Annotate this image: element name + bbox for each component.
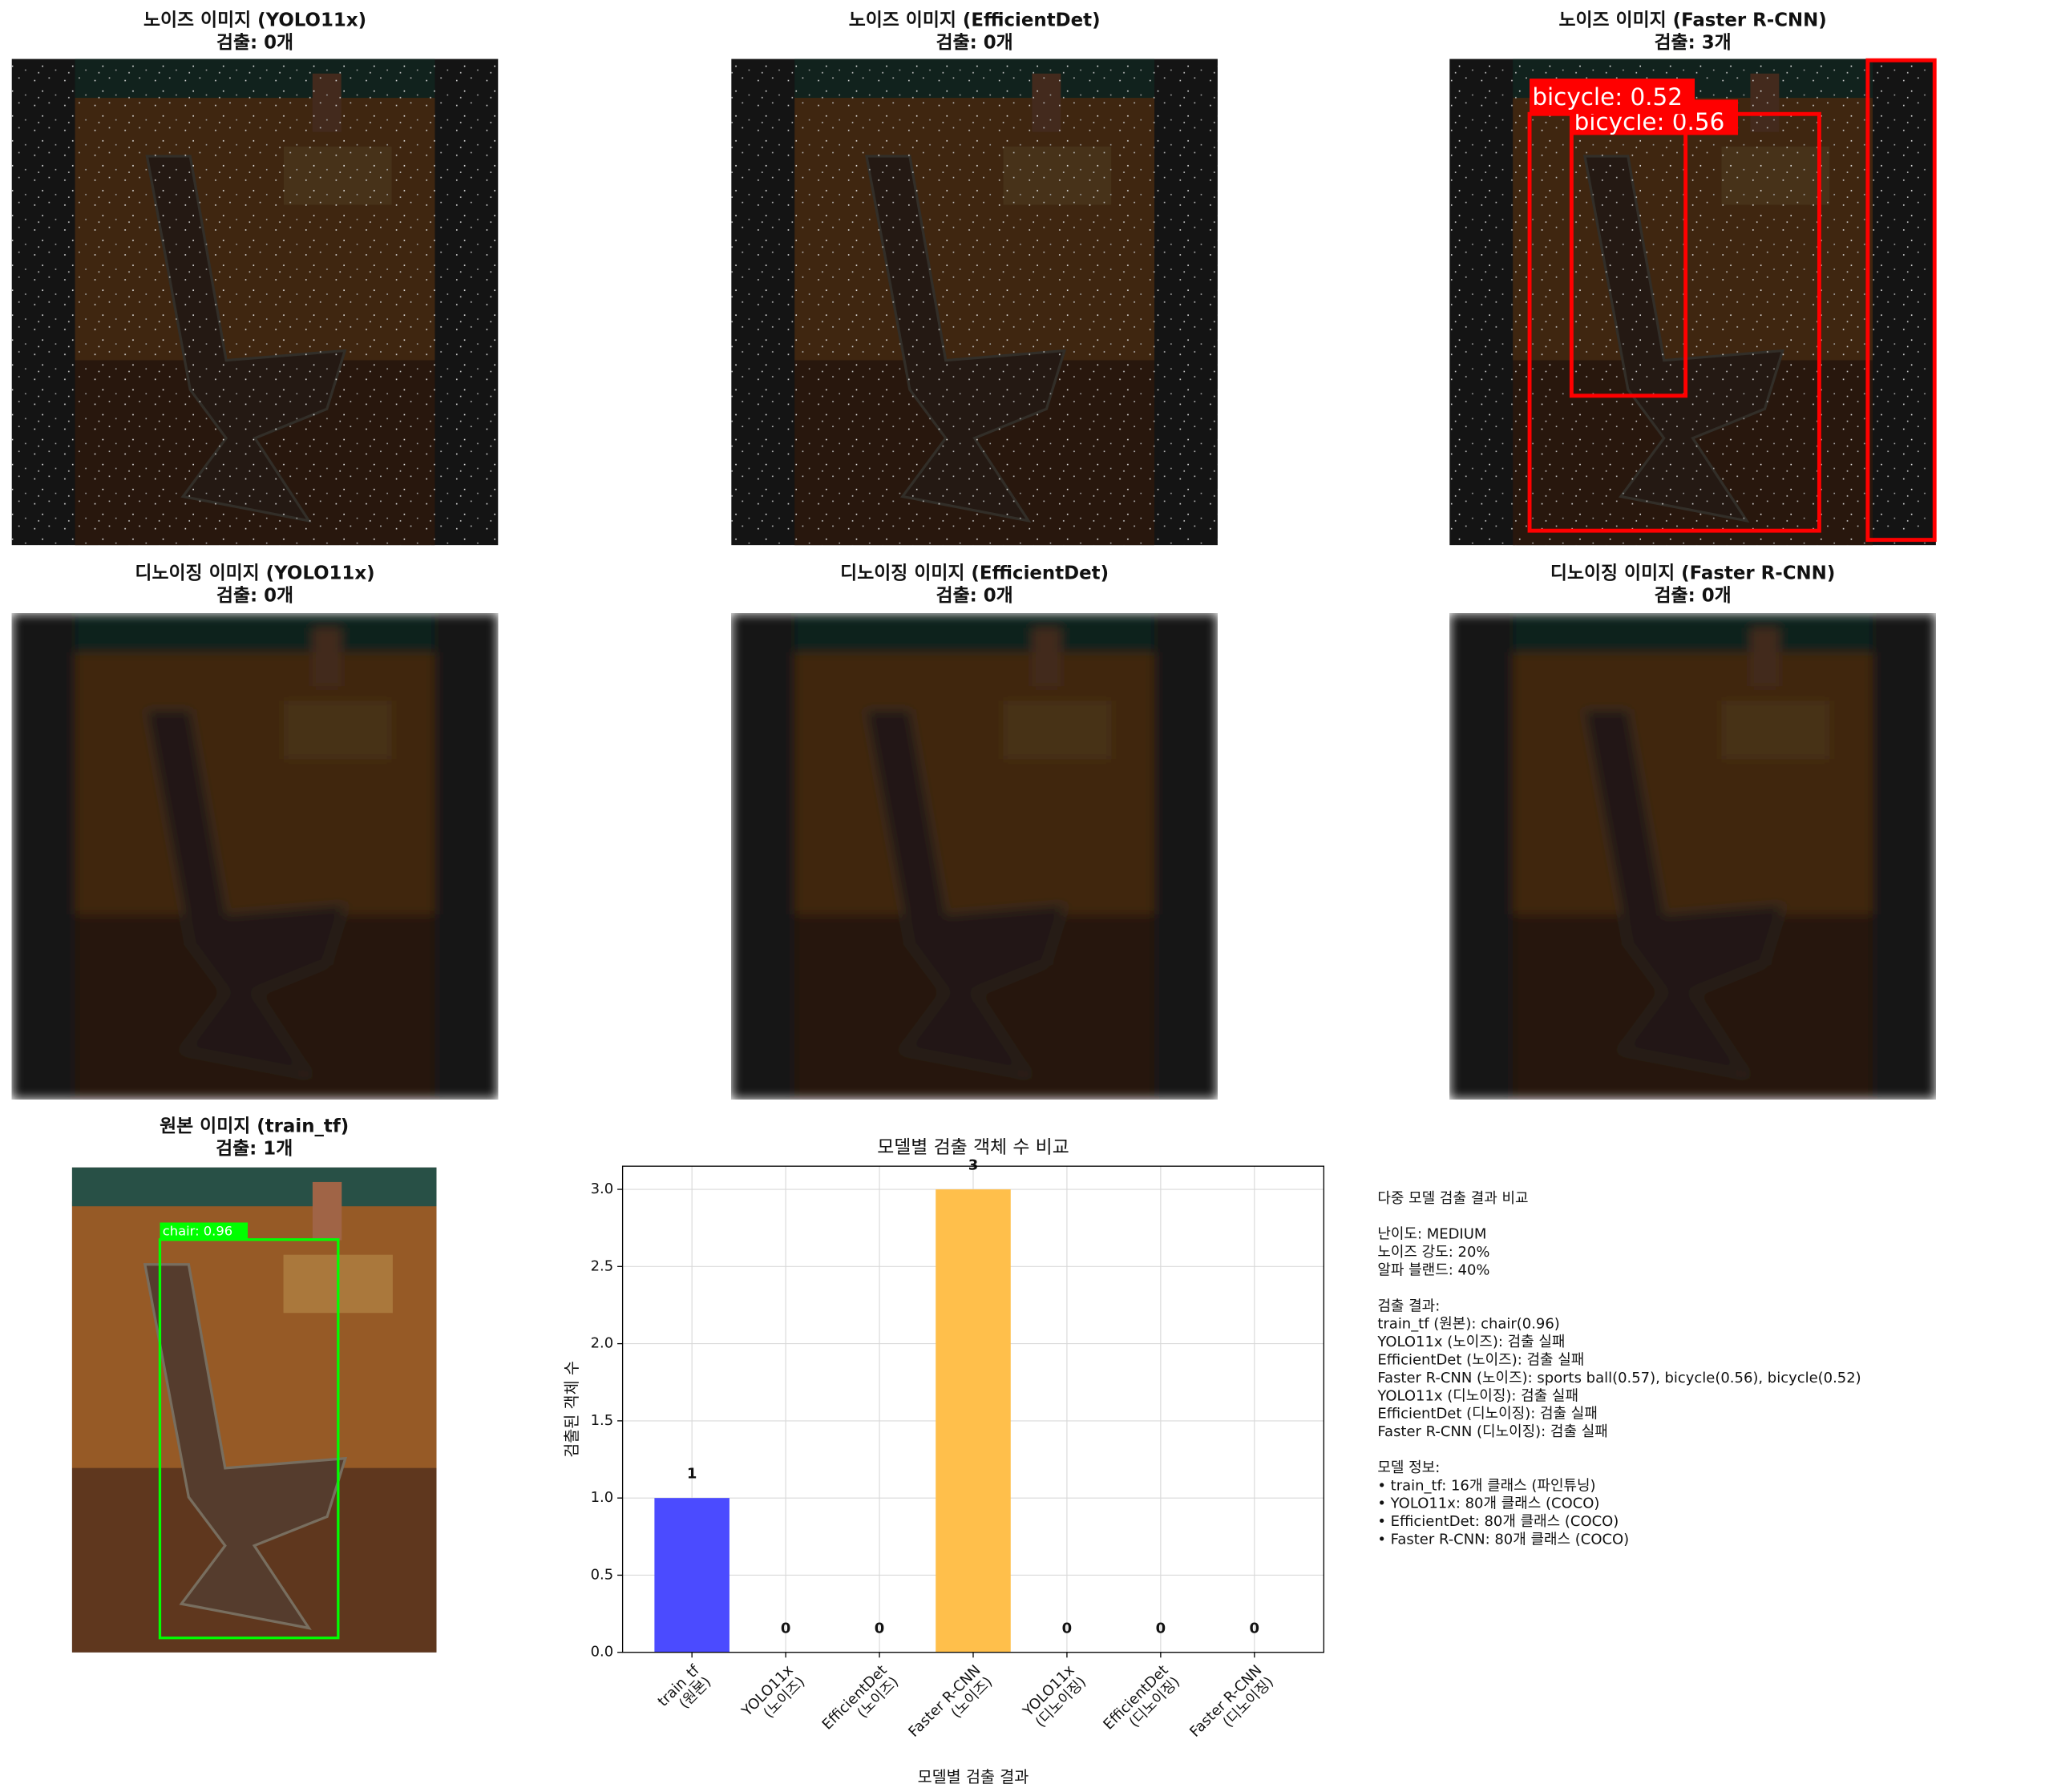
- info-line: • train_tf: 16개 클래스 (파인튜닝): [1377, 1477, 1595, 1494]
- info-line: • Faster R-CNN: 80개 클래스 (COCO): [1377, 1532, 1629, 1548]
- lamp: [1750, 628, 1780, 687]
- x-axis-label: 모델별 검출 결과: [918, 1768, 1029, 1786]
- shelf: [1003, 700, 1112, 760]
- lamp: [312, 1181, 342, 1241]
- y-tick-label: 0.0: [591, 1644, 614, 1661]
- plot-frame: [621, 1165, 1325, 1653]
- info-line: 알파 블랜드: 40%: [1377, 1262, 1489, 1279]
- value-label: 0: [1062, 1620, 1073, 1637]
- y-tick-label: 0.5: [591, 1566, 614, 1583]
- wall: [71, 1201, 437, 1468]
- image-content: [11, 59, 499, 546]
- detection-label-bg: [160, 1222, 249, 1240]
- value-label: 0: [1250, 1620, 1260, 1637]
- chair: [145, 708, 347, 1077]
- info-line: • YOLO11x: 80개 클래스 (COCO): [1377, 1495, 1599, 1512]
- panel-title: 디노이징 이미지 (Faster R-CNN): [1550, 563, 1835, 584]
- board: [75, 613, 435, 652]
- value-label: 0: [781, 1620, 791, 1637]
- panel-count: 검출: 3개: [1655, 32, 1732, 53]
- info-line: • EfficientDet: 80개 클래스 (COCO): [1377, 1513, 1619, 1530]
- image-content: [731, 59, 1218, 546]
- detection-label: chair: 0.96: [163, 1223, 232, 1238]
- lamp: [312, 628, 342, 687]
- y-axis-label: 검출된 객체 수: [563, 1361, 581, 1458]
- info-line: YOLO11x (디노이징): 검출 실패: [1376, 1387, 1578, 1404]
- noise: [11, 59, 499, 546]
- detection-box: [1865, 58, 1937, 543]
- info-line: EfficientDet (노이즈): 검출 실패: [1377, 1352, 1584, 1369]
- detection-box: [158, 1238, 340, 1640]
- shelf: [1721, 700, 1830, 760]
- y-tick-label: 1.0: [591, 1489, 614, 1506]
- image: [11, 59, 499, 546]
- y-tick-label: 1.5: [591, 1412, 614, 1429]
- panel-title: 디노이징 이미지 (YOLO11x): [135, 563, 374, 584]
- panel-count: 검출: 0개: [936, 32, 1013, 53]
- info-line: 난이도: MEDIUM: [1377, 1226, 1486, 1243]
- image-content: [11, 613, 499, 1100]
- shelf: [283, 700, 392, 760]
- panel-count: 검출: 0개: [936, 585, 1013, 606]
- y-tick-label: 3.0: [591, 1181, 614, 1197]
- info-line: 모델 정보:: [1377, 1459, 1440, 1476]
- board: [71, 1167, 437, 1207]
- image: [71, 1167, 437, 1653]
- value-label: 1: [687, 1466, 697, 1483]
- info-line: YOLO11x (노이즈): 검출 실패: [1376, 1334, 1565, 1350]
- panel-title: 노이즈 이미지 (Faster R-CNN): [1558, 10, 1826, 31]
- chair: [1582, 708, 1785, 1077]
- panel-count: 검출: 1개: [216, 1138, 293, 1159]
- board: [794, 613, 1155, 652]
- panel-title: 원본 이미지 (train_tf): [160, 1116, 349, 1137]
- detection-label: bicycle: 0.52: [1532, 83, 1683, 111]
- info-line: train_tf (원본): chair(0.96): [1377, 1316, 1559, 1333]
- info-line: 노이즈 강도: 20%: [1377, 1244, 1489, 1261]
- panel-count: 검출: 0개: [216, 32, 293, 53]
- image: [11, 613, 499, 1100]
- noise: [731, 59, 1218, 546]
- chair: [143, 1263, 348, 1630]
- info-line: EfficientDet (디노이징): 검출 실패: [1377, 1406, 1597, 1423]
- panel-count: 검출: 0개: [1655, 585, 1732, 606]
- wall: [1513, 647, 1873, 915]
- panel-count: 검출: 0개: [216, 585, 293, 606]
- value-label: 0: [875, 1620, 885, 1637]
- bar: [936, 1189, 1011, 1653]
- info-line: Faster R-CNN (디노이징): 검출 실패: [1377, 1423, 1607, 1440]
- info-line: Faster R-CNN (노이즈): sports ball(0.57), b…: [1377, 1370, 1861, 1386]
- image-content: [731, 613, 1218, 1100]
- image: [1449, 613, 1936, 1100]
- wall: [75, 647, 435, 915]
- lamp: [1032, 628, 1061, 687]
- wall: [794, 647, 1155, 915]
- panel-title: 디노이징 이미지 (EfficientDet): [840, 563, 1109, 584]
- image-content: [71, 1167, 437, 1653]
- image: [731, 59, 1218, 546]
- chair: [864, 708, 1067, 1077]
- info-line: 검출 결과:: [1377, 1298, 1440, 1314]
- chart-title: 모델별 검출 객체 수 비교: [877, 1137, 1069, 1158]
- y-tick-label: 2.5: [591, 1257, 614, 1274]
- detection-label-bg: [1530, 79, 1695, 115]
- board: [1513, 613, 1873, 652]
- value-label: 0: [1156, 1620, 1166, 1637]
- value-label: 3: [968, 1157, 979, 1174]
- panel-title: 노이즈 이미지 (EfficientDet): [849, 10, 1101, 31]
- bar: [654, 1498, 729, 1653]
- info-line: 다중 모델 검출 결과 비교: [1377, 1190, 1528, 1207]
- y-tick-label: 2.0: [591, 1335, 614, 1352]
- image-content: [1449, 613, 1936, 1100]
- panel-title: 노이즈 이미지 (YOLO11x): [143, 10, 366, 31]
- image: [731, 613, 1218, 1100]
